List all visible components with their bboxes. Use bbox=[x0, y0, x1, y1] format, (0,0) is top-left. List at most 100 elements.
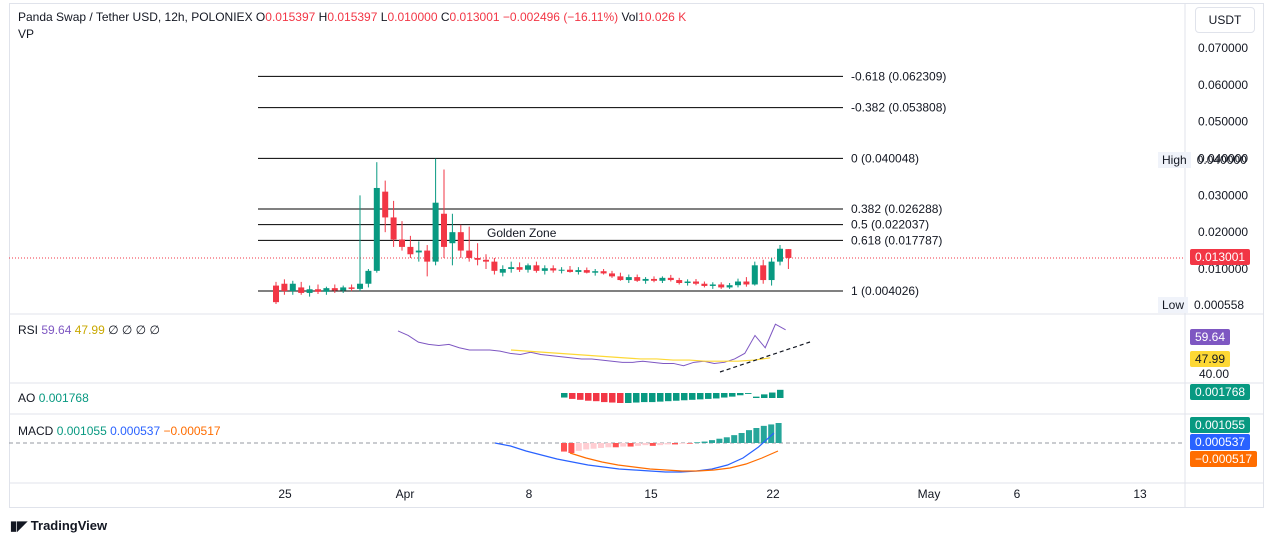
macd-histogram-bar bbox=[701, 441, 708, 443]
time-tick-label: 25 bbox=[278, 487, 292, 501]
candle-body bbox=[684, 281, 691, 283]
candle-body bbox=[424, 250, 431, 262]
time-tick-label: Apr bbox=[396, 487, 415, 501]
rsi-tag: 59.64 bbox=[1190, 329, 1231, 345]
candle-body bbox=[348, 287, 355, 289]
rsi-ma-tag: 47.99 bbox=[1190, 351, 1231, 367]
ao-bar bbox=[745, 393, 752, 394]
candle-body bbox=[718, 284, 725, 288]
price-tick-label: 0.040000 bbox=[1198, 152, 1248, 166]
high-marker-value: 0.040000 bbox=[1196, 153, 1247, 167]
golden-zone-label: Golden Zone bbox=[487, 226, 557, 240]
currency-button[interactable]: USDT bbox=[1195, 7, 1255, 33]
rsi-label[interactable]: RSI bbox=[18, 323, 39, 337]
symbol-title[interactable]: Panda Swap / Tether USD, 12h, POLONIEX bbox=[18, 10, 253, 24]
fib-level-label: 0.5 (0.022037) bbox=[851, 218, 929, 232]
candle-body bbox=[634, 277, 641, 281]
rsi-ma-value: 47.99 bbox=[74, 323, 105, 337]
candle-body bbox=[491, 261, 498, 271]
low-marker: Low 0.000558 bbox=[1158, 297, 1244, 313]
candle-body bbox=[373, 187, 380, 271]
candle-body bbox=[693, 281, 699, 284]
tradingview-logo[interactable]: ▮◤ TradingView bbox=[10, 518, 107, 534]
ao-bar bbox=[633, 393, 640, 403]
macd-line bbox=[494, 432, 775, 473]
candle-body bbox=[785, 249, 792, 258]
candle-body bbox=[516, 267, 523, 270]
candle-body bbox=[415, 250, 422, 253]
macd-histogram-bar bbox=[679, 443, 686, 444]
chart-legend: Panda Swap / Tether USD, 12h, POLONIEX O… bbox=[18, 10, 686, 24]
ao-bar bbox=[665, 393, 672, 402]
ao-bar bbox=[585, 393, 592, 401]
candle-body bbox=[466, 250, 473, 258]
candle-body bbox=[432, 202, 439, 262]
macd-histogram-bar bbox=[598, 443, 604, 448]
candle-body bbox=[289, 283, 296, 292]
change-value: −0.002496 (−16.11%) bbox=[502, 10, 619, 24]
low-marker-label: Low bbox=[1158, 297, 1189, 313]
candle-body bbox=[667, 277, 674, 281]
candle-body bbox=[575, 270, 582, 272]
price-tick-label: 0.070000 bbox=[1198, 41, 1248, 55]
candle-body bbox=[625, 277, 632, 281]
time-tick-label: 13 bbox=[1133, 487, 1147, 501]
candle-body bbox=[777, 248, 783, 262]
fib-level-label: -0.382 (0.053808) bbox=[851, 101, 946, 115]
ao-bar bbox=[721, 393, 728, 398]
vp-indicator-label[interactable]: VP bbox=[18, 27, 35, 41]
candle-body bbox=[390, 217, 397, 240]
macd-histogram-bar bbox=[746, 430, 752, 443]
ao-bar bbox=[561, 393, 568, 398]
close-value: 0.013001 bbox=[449, 10, 500, 24]
ao-label[interactable]: AO bbox=[18, 391, 36, 405]
price-tick-label: 0.030000 bbox=[1198, 188, 1248, 202]
ao-bar bbox=[753, 396, 760, 398]
macd-hist-value: 0.001055 bbox=[56, 424, 107, 438]
ao-bar bbox=[729, 393, 736, 397]
ao-bar bbox=[737, 393, 744, 396]
candle-body bbox=[457, 232, 464, 251]
macd-label[interactable]: MACD bbox=[18, 424, 54, 438]
rsi-trendline bbox=[719, 341, 811, 373]
macd-histogram-bar bbox=[568, 443, 575, 453]
candle-body bbox=[449, 232, 456, 244]
macd-histogram-bar bbox=[635, 443, 641, 446]
volume-label: Vol bbox=[621, 10, 639, 24]
candle-body bbox=[382, 191, 389, 218]
rsi-legend: RSI 59.64 47.99 ∅ ∅ ∅ ∅ bbox=[18, 323, 160, 337]
low-value: 0.010000 bbox=[387, 10, 438, 24]
low-marker-value: 0.000558 bbox=[1194, 298, 1245, 312]
macd-histogram-bar bbox=[716, 438, 723, 443]
candle-body bbox=[701, 283, 708, 286]
ao-bar bbox=[569, 393, 576, 399]
macd-hist-tag: 0.001055 bbox=[1190, 417, 1251, 433]
fib-level-label: 1 (0.004026) bbox=[851, 284, 919, 298]
candle-body bbox=[483, 259, 489, 262]
time-tick-label: May bbox=[918, 487, 941, 501]
candle-body bbox=[583, 270, 590, 273]
candle-body bbox=[550, 268, 557, 271]
macd-histogram-bar bbox=[672, 443, 678, 445]
ao-bar bbox=[657, 393, 664, 402]
candle-body bbox=[474, 257, 481, 260]
macd-signal-line bbox=[569, 450, 779, 472]
price-tick-label: 0.010000 bbox=[1198, 262, 1248, 276]
macd-histogram-bar bbox=[686, 443, 693, 444]
ao-bar bbox=[697, 393, 704, 400]
macd-histogram-bar bbox=[649, 443, 656, 446]
open-label: O bbox=[255, 10, 266, 24]
fib-level-label: -0.618 (0.062309) bbox=[851, 69, 946, 83]
candle-body bbox=[709, 284, 716, 286]
macd-histogram-bar bbox=[561, 443, 567, 452]
price-tick-label: 0.060000 bbox=[1198, 78, 1248, 92]
time-tick-label: 22 bbox=[766, 487, 780, 501]
ao-bar bbox=[713, 393, 720, 399]
ao-bar bbox=[705, 393, 712, 399]
ao-bar bbox=[593, 393, 600, 402]
high-marker: High 0.040000 bbox=[1158, 152, 1247, 168]
candle-body bbox=[751, 265, 758, 285]
rsi-ma-line bbox=[510, 349, 771, 362]
ao-bar bbox=[777, 389, 784, 398]
